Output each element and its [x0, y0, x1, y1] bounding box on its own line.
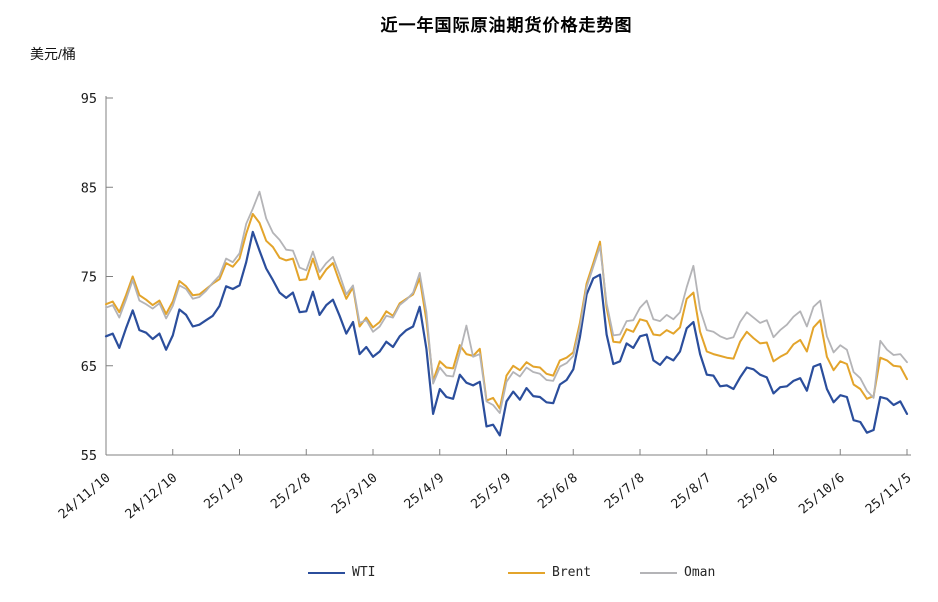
y-tick-label: 85	[81, 180, 97, 196]
brent-line	[105, 213, 908, 410]
oman-legend-label: Oman	[684, 565, 716, 580]
x-tick-label: 25/10/6	[796, 471, 848, 518]
x-tick-label: 25/6/8	[535, 471, 581, 513]
wti-legend-label: WTI	[352, 565, 376, 580]
y-tick-label: 75	[81, 270, 97, 286]
y-tick-label: 55	[81, 448, 97, 464]
x-tick-label: 25/3/10	[329, 471, 381, 518]
x-tick-label: 25/11/5	[863, 471, 915, 518]
brent-legend-line	[508, 571, 545, 574]
brent-legend-label: Brent	[552, 565, 592, 580]
legend-item-oman: Oman	[640, 566, 715, 579]
chart-title: 近一年国际原油期货价格走势图	[380, 16, 633, 35]
x-tick-label: 25/8/7	[669, 471, 715, 513]
oman-legend-line	[640, 571, 677, 574]
x-tick-label: 25/5/9	[468, 471, 514, 513]
x-tick-label: 24/12/10	[123, 471, 181, 523]
y-tick-label: 95	[81, 91, 97, 107]
x-tick-label: 25/2/8	[268, 471, 314, 513]
x-tick-label: 25/9/6	[735, 471, 781, 513]
wti-legend-line	[308, 571, 345, 574]
oman-line	[105, 190, 908, 415]
wti-line	[104, 230, 909, 437]
y-tick-label: 65	[81, 359, 97, 375]
x-tick-label: 25/4/9	[402, 471, 448, 513]
x-tick-label: 25/7/8	[602, 471, 648, 513]
y-axis-unit-label: 美元/桶	[30, 46, 76, 62]
x-tick-label: 24/11/10	[56, 471, 114, 523]
legend-item-brent: Brent	[508, 566, 591, 579]
x-tick-label: 25/1/9	[201, 471, 247, 513]
legend-item-wti: WTI	[308, 566, 375, 579]
